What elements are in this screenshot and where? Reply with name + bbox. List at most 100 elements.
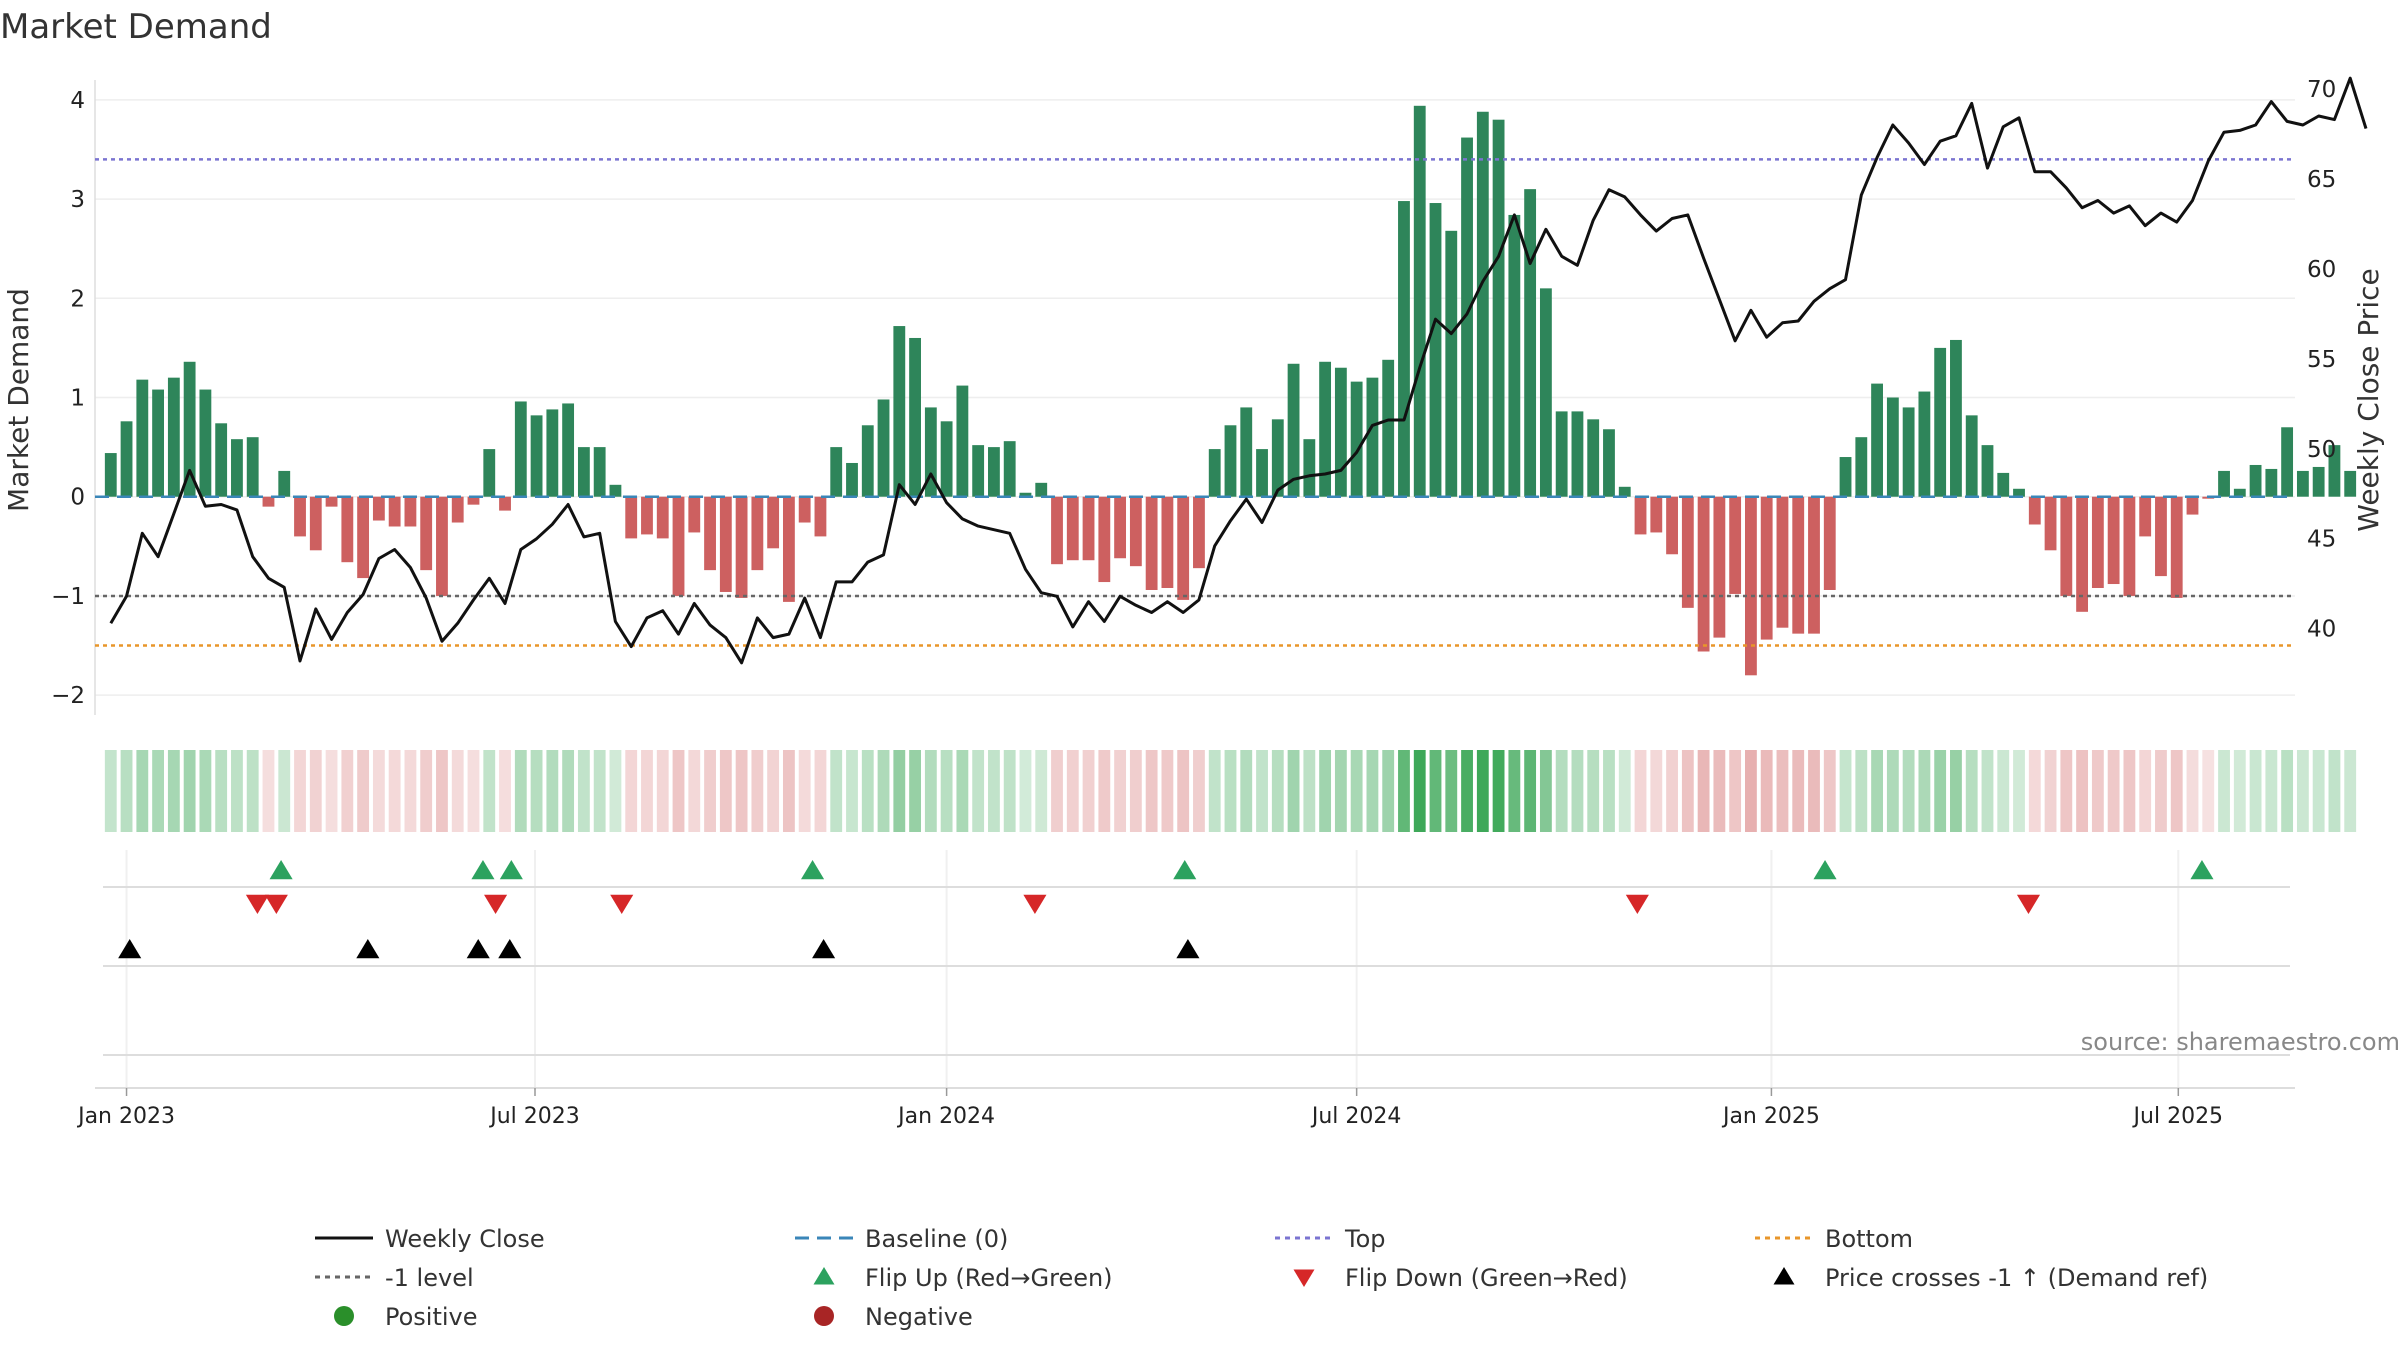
demand-bar bbox=[2249, 464, 2262, 497]
demand-bar bbox=[751, 496, 764, 571]
demand-bar bbox=[688, 496, 701, 533]
heat-cell bbox=[1334, 750, 1347, 832]
demand-bar bbox=[1066, 496, 1079, 561]
heat-cell bbox=[1035, 750, 1048, 832]
demand-bar bbox=[2060, 496, 2073, 596]
legend-item: -1 level bbox=[315, 1264, 474, 1292]
heat-cell bbox=[514, 750, 527, 832]
heat-cell bbox=[1823, 750, 1836, 832]
heat-cell bbox=[1981, 750, 1994, 832]
demand-bar bbox=[1981, 445, 1994, 497]
demand-bar bbox=[167, 377, 180, 497]
flip-up-marker bbox=[269, 860, 293, 880]
heat-cell bbox=[1997, 750, 2010, 832]
demand-bar bbox=[467, 496, 480, 505]
y-tick-label: 0 bbox=[70, 485, 85, 511]
demand-bar bbox=[1745, 496, 1757, 676]
demand-bar bbox=[1476, 111, 1489, 497]
demand-bar bbox=[2170, 496, 2183, 598]
demand-bar bbox=[1634, 496, 1647, 535]
heat-cell bbox=[1350, 750, 1363, 832]
chart-title: Market Demand bbox=[0, 7, 272, 47]
heat-cell bbox=[1224, 750, 1237, 832]
demand-bar bbox=[451, 496, 464, 523]
legend-label: Bottom bbox=[1825, 1225, 1913, 1253]
x-tick-label: Jan 2024 bbox=[896, 1104, 995, 1129]
heat-cell bbox=[467, 750, 480, 832]
demand-bar bbox=[909, 337, 921, 497]
heat-cell bbox=[530, 750, 543, 832]
heat-cell bbox=[1098, 750, 1111, 832]
heat-cell bbox=[1240, 750, 1253, 832]
demand-bar bbox=[2281, 427, 2294, 497]
heat-cell bbox=[1745, 750, 1757, 832]
reference-lines bbox=[95, 158, 2295, 647]
demand-bar bbox=[183, 361, 196, 497]
heat-cell bbox=[1792, 750, 1805, 832]
demand-bar bbox=[877, 399, 890, 497]
demand-bar bbox=[1839, 457, 1852, 497]
demand-bar bbox=[1398, 201, 1410, 497]
heat-cell bbox=[1587, 750, 1600, 832]
demand-bar bbox=[1256, 449, 1268, 497]
demand-bar bbox=[215, 423, 228, 497]
demand-bar bbox=[546, 409, 559, 497]
demand-bar bbox=[2091, 496, 2104, 588]
demand-bar bbox=[2076, 496, 2089, 612]
heat-cell bbox=[2344, 750, 2357, 832]
heat-cell bbox=[656, 750, 669, 832]
heat-cell bbox=[546, 750, 559, 832]
heat-cell bbox=[1161, 750, 1174, 832]
y-tick-label: 1 bbox=[70, 386, 85, 412]
demand-bar bbox=[1161, 496, 1174, 588]
demand-bar bbox=[988, 447, 1000, 497]
demand-bar bbox=[893, 326, 906, 497]
heat-cell bbox=[1855, 750, 1868, 832]
demand-bar bbox=[577, 447, 590, 497]
heat-cell bbox=[704, 750, 716, 832]
demand-bar bbox=[104, 453, 117, 497]
demand-bar bbox=[1129, 496, 1142, 567]
x-tick-label: Jan 2023 bbox=[76, 1104, 175, 1129]
heat-cell bbox=[499, 750, 511, 832]
demand-bar bbox=[2218, 470, 2230, 497]
demand-bar bbox=[294, 496, 306, 537]
y2-tick-label: 60 bbox=[2307, 257, 2336, 283]
heat-cell bbox=[751, 750, 764, 832]
legend: Weekly Close Baseline (0) Top Bottom -1 leve… bbox=[315, 1225, 2208, 1331]
demand-bar bbox=[246, 437, 259, 497]
heat-cell bbox=[1697, 750, 1710, 832]
heat-cell bbox=[341, 750, 354, 832]
heat-cell bbox=[483, 750, 496, 832]
heat-cell bbox=[2139, 750, 2152, 832]
demand-bar bbox=[972, 445, 985, 497]
demand-bar bbox=[735, 496, 748, 598]
demand-bar bbox=[357, 496, 370, 579]
heat-cell bbox=[1950, 750, 1962, 832]
heat-cell bbox=[1398, 750, 1410, 832]
heat-cell bbox=[1256, 750, 1268, 832]
heat-cell bbox=[924, 750, 937, 832]
demand-bar bbox=[2028, 496, 2041, 525]
demand-bar bbox=[1823, 496, 1836, 590]
heat-cell bbox=[2060, 750, 2073, 832]
demand-bar bbox=[420, 496, 433, 571]
demand-bar bbox=[1666, 496, 1678, 555]
heat-cell bbox=[1461, 750, 1473, 832]
y-tick-label: 2 bbox=[70, 286, 85, 312]
heat-cell bbox=[372, 750, 385, 832]
heat-cell bbox=[2186, 750, 2199, 832]
demand-bar bbox=[1208, 449, 1221, 497]
demand-heat-strip bbox=[104, 750, 2357, 832]
weekly-close-line bbox=[109, 76, 2368, 665]
legend-item: Flip Up (Red→Green) bbox=[813, 1264, 1113, 1292]
heat-cell bbox=[1776, 750, 1789, 832]
heat-cell bbox=[309, 750, 322, 832]
demand-bar bbox=[2186, 496, 2199, 515]
heat-cell bbox=[2233, 750, 2246, 832]
legend-item: Positive bbox=[334, 1303, 478, 1331]
heat-cell bbox=[1193, 750, 1205, 832]
demand-bar bbox=[1902, 407, 1915, 497]
flip-up-marker bbox=[471, 860, 495, 880]
heat-cell bbox=[167, 750, 180, 832]
